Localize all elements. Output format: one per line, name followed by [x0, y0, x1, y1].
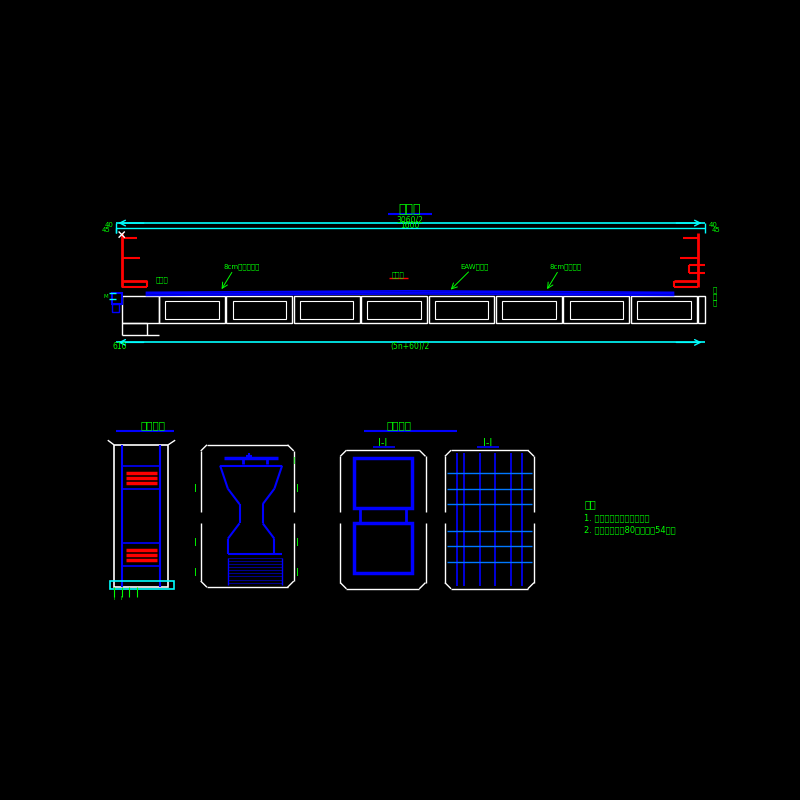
Text: I-I: I-I	[378, 438, 387, 447]
Text: I-I: I-I	[483, 438, 492, 447]
Text: 2. 全桥共计中板80片，边板54片。: 2. 全桥共计中板80片，边板54片。	[584, 525, 676, 534]
Text: 铰缝沟槽: 铰缝沟槽	[386, 421, 412, 430]
Text: 排水系统: 排水系统	[140, 421, 166, 430]
Text: 排水管: 排水管	[156, 276, 169, 282]
Bar	[429, 296, 494, 323]
Text: 40: 40	[709, 222, 718, 228]
Text: 45: 45	[102, 227, 110, 233]
Text: I: I	[121, 595, 122, 601]
Text: I: I	[194, 568, 197, 578]
Text: M: M	[104, 294, 109, 298]
Bar	[226, 296, 292, 323]
Text: I: I	[296, 568, 299, 578]
Text: 中: 中	[713, 293, 717, 299]
Bar	[122, 296, 159, 323]
Bar	[354, 458, 412, 508]
Bar	[361, 296, 427, 323]
Text: 610: 610	[112, 342, 126, 350]
Bar	[435, 301, 488, 318]
Bar	[354, 523, 412, 574]
Bar	[502, 301, 556, 318]
Text: I: I	[296, 484, 299, 494]
Text: EAW防水层: EAW防水层	[460, 264, 489, 270]
Bar	[367, 301, 421, 318]
Text: 横断面: 横断面	[398, 202, 422, 216]
Text: 注：: 注：	[584, 499, 596, 509]
Bar	[159, 296, 225, 323]
Text: 45: 45	[712, 227, 721, 233]
Text: 1600: 1600	[400, 221, 420, 230]
Bar	[496, 296, 562, 323]
Bar	[110, 581, 174, 589]
Text: 40: 40	[105, 222, 114, 228]
Bar	[233, 301, 286, 318]
Bar	[300, 301, 354, 318]
Text: 8cm沥青混凝土: 8cm沥青混凝土	[224, 264, 260, 270]
Bar	[631, 296, 697, 323]
Text: I: I	[194, 538, 197, 547]
Text: (5n+60)/2: (5n+60)/2	[390, 342, 430, 350]
Bar	[637, 301, 690, 318]
Bar	[563, 296, 630, 323]
Bar	[570, 301, 623, 318]
Text: 1. 图中尺寸均以厘米为单位: 1. 图中尺寸均以厘米为单位	[584, 514, 650, 522]
Text: I: I	[293, 458, 295, 466]
Text: I: I	[296, 538, 299, 547]
Bar	[165, 301, 218, 318]
Text: I: I	[194, 484, 197, 494]
Bar	[112, 293, 122, 304]
Bar	[294, 296, 360, 323]
Bar	[114, 445, 168, 587]
Text: 防水层: 防水层	[392, 271, 405, 278]
Text: 桥: 桥	[713, 286, 717, 294]
Text: I: I	[113, 595, 114, 601]
Text: 3060/2: 3060/2	[397, 215, 423, 225]
Bar	[112, 304, 118, 311]
Bar	[698, 296, 705, 323]
Text: 线: 线	[713, 299, 717, 306]
Text: 8cm砼调平层: 8cm砼调平层	[550, 264, 582, 270]
